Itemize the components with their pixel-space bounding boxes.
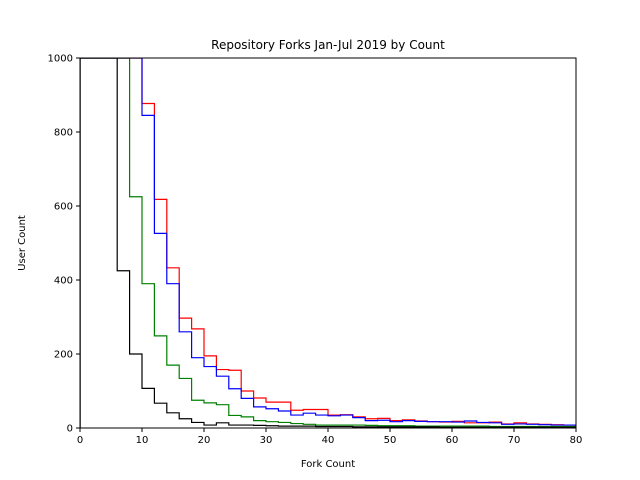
- y-tick-label: 0: [67, 424, 73, 435]
- y-tick-label: 200: [54, 350, 73, 361]
- x-tick-label: 0: [77, 435, 83, 446]
- y-axis: 0 200 400 600 800 1000: [48, 54, 80, 435]
- x-tick-label: 50: [384, 435, 397, 446]
- x-tick-label: 80: [570, 435, 583, 446]
- x-tick-label: 40: [322, 435, 335, 446]
- x-tick-label: 30: [260, 435, 273, 446]
- x-tick-label: 60: [446, 435, 459, 446]
- y-tick-label: 600: [54, 202, 73, 213]
- series-line-3: [80, 58, 576, 428]
- y-tick-label: 1000: [48, 54, 73, 65]
- x-axis-label: Fork Count: [301, 459, 355, 470]
- x-axis: 0 10 20 30 40 50 60 70 80: [77, 428, 583, 446]
- chart-title: Repository Forks Jan-Jul 2019 by Count: [211, 38, 445, 52]
- series-line-2: [80, 58, 576, 428]
- x-tick-label: 70: [508, 435, 521, 446]
- y-tick-label: 400: [54, 276, 73, 287]
- y-axis-label: User Count: [17, 215, 28, 271]
- series-layer: [80, 58, 576, 428]
- x-tick-label: 20: [198, 435, 211, 446]
- y-tick-label: 800: [54, 128, 73, 139]
- x-tick-label: 10: [136, 435, 149, 446]
- series-line-4: [80, 58, 576, 428]
